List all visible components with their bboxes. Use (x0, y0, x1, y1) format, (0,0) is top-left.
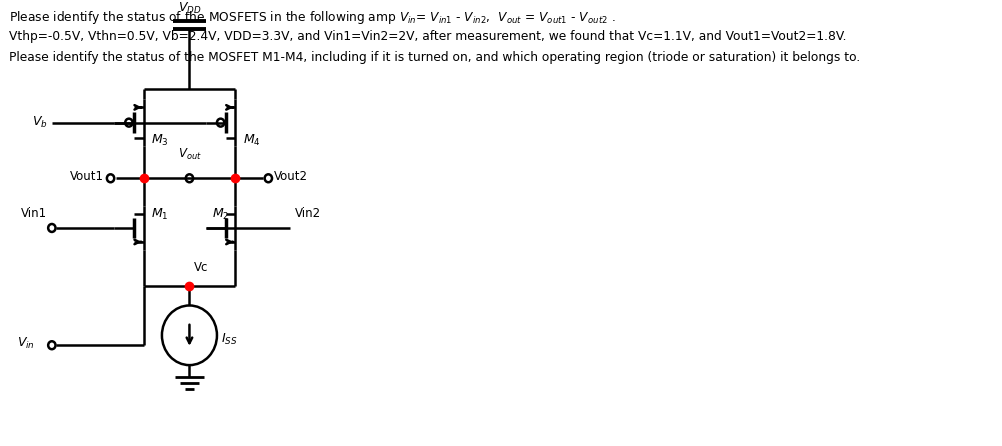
Text: $M_3$: $M_3$ (150, 132, 168, 148)
Text: Please identify the status of the MOSFET M1-M4, including if it is turned on, an: Please identify the status of the MOSFET… (9, 51, 859, 64)
Text: Please identify the status of the MOSFETS in the following amp $V_{in}$= $V_{in1: Please identify the status of the MOSFET… (9, 9, 614, 26)
Text: $V_{DD}$: $V_{DD}$ (177, 1, 201, 17)
Text: Vc: Vc (193, 260, 208, 274)
Text: $M_2$: $M_2$ (212, 207, 229, 222)
Text: $V_b$: $V_b$ (31, 115, 47, 130)
Text: Vout2: Vout2 (274, 170, 308, 183)
Text: $V_{in}$: $V_{in}$ (17, 336, 35, 351)
Text: $M_4$: $M_4$ (242, 132, 261, 148)
Text: $M_1$: $M_1$ (150, 207, 168, 222)
Text: Vthp=-0.5V, Vthn=0.5V, Vb=2.4V, VDD=3.3V, and Vin1=Vin2=2V, after measurement, w: Vthp=-0.5V, Vthn=0.5V, Vb=2.4V, VDD=3.3V… (9, 30, 846, 43)
Text: Vin1: Vin1 (21, 206, 47, 219)
Text: Vin2: Vin2 (295, 206, 321, 219)
Text: $I_{SS}$: $I_{SS}$ (220, 332, 236, 347)
Text: Vout1: Vout1 (70, 170, 104, 183)
Text: $V_{out}$: $V_{out}$ (177, 147, 201, 162)
